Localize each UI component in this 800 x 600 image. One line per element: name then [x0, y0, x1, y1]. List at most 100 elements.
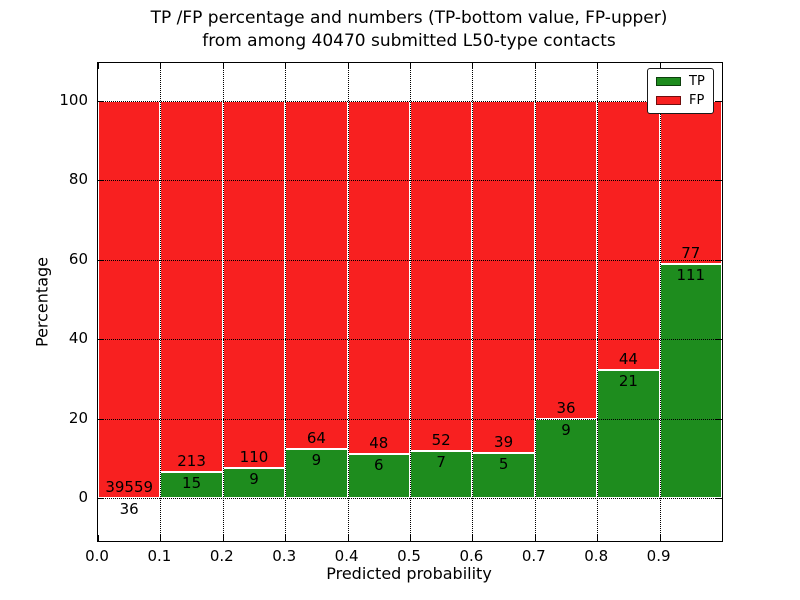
y-tick-label: 0	[78, 488, 88, 506]
y-gridline	[98, 418, 722, 420]
y-tick-label: 80	[68, 170, 88, 189]
tp-count-label: 9	[311, 451, 322, 470]
legend: TP FP	[647, 68, 714, 114]
y-tick	[98, 498, 104, 499]
bar-fp-segment	[347, 101, 410, 454]
bar-fp-segment	[597, 101, 660, 370]
x-tick-label: 0.3	[272, 547, 297, 565]
y-tick-right	[716, 418, 722, 420]
x-tick-top	[285, 63, 287, 69]
bar-fp-segment	[98, 101, 161, 498]
fp-count-label: 77	[681, 243, 701, 262]
fp-count-label: 52	[431, 430, 451, 449]
bar-fp-segment	[160, 101, 223, 472]
bar-fp-segment	[410, 101, 473, 451]
legend-item: TP	[656, 75, 705, 88]
tp-count-label: 111	[676, 265, 706, 284]
x-tick-top	[659, 63, 661, 69]
tp-count-label: 7	[436, 452, 446, 471]
y-tick	[98, 339, 104, 341]
x-gridline	[597, 63, 599, 541]
x-tick-top	[160, 63, 162, 69]
x-tick-label: 0.2	[209, 547, 234, 565]
bar-tp-segment	[472, 452, 535, 498]
tp-count-label: 9	[561, 420, 571, 439]
x-gridline	[347, 63, 349, 541]
y-tick-label: 100	[59, 91, 88, 109]
x-tick-label: 0.0	[85, 547, 109, 565]
bar-tp-segment	[659, 263, 722, 498]
x-tick-top	[98, 63, 99, 69]
x-tick-label: 0.8	[584, 547, 609, 565]
tp-count-label: 9	[249, 469, 259, 488]
bar-tp-segment	[597, 369, 660, 498]
y-tick	[98, 180, 104, 182]
chart-title-line2: from among 40470 submitted L50-type cont…	[202, 31, 616, 51]
x-tick	[285, 535, 287, 541]
x-tick	[472, 535, 474, 541]
x-gridline	[534, 63, 536, 541]
tp-count-label: 36	[119, 499, 139, 518]
x-tick-top	[410, 63, 411, 69]
legend-label: TP	[689, 74, 705, 89]
x-tick-label: 0.9	[646, 547, 671, 565]
x-gridline	[410, 63, 411, 541]
y-gridline	[98, 339, 722, 341]
y-gridline	[98, 498, 722, 499]
x-tick	[222, 535, 224, 541]
x-tick-top	[222, 63, 224, 69]
x-tick	[659, 535, 661, 541]
fp-count-label: 64	[306, 429, 326, 448]
legend-swatch-fp	[656, 96, 681, 105]
y-gridline	[98, 259, 722, 261]
bar-tp-segment	[347, 453, 410, 498]
bar-tp-segment	[534, 418, 598, 498]
x-tick	[410, 535, 411, 541]
x-tick	[597, 535, 599, 541]
y-tick-right	[716, 259, 722, 261]
x-tick	[347, 535, 349, 541]
tp-count-label: 15	[182, 473, 202, 492]
y-tick-right	[716, 498, 722, 499]
legend-item: FP	[656, 94, 705, 107]
bar-fp-segment	[285, 101, 348, 450]
x-tick	[534, 535, 536, 541]
x-gridline	[222, 63, 224, 541]
tp-count-label: 21	[618, 371, 638, 390]
x-tick-top	[534, 63, 536, 69]
x-tick-label: 0.5	[397, 547, 421, 565]
fp-count-label: 36	[556, 398, 576, 417]
y-tick	[98, 101, 104, 102]
y-tick	[98, 259, 104, 261]
y-tick	[98, 418, 104, 420]
chart-title-line1: TP /FP percentage and numbers (TP-bottom…	[150, 8, 668, 28]
fp-count-label: 213	[177, 451, 206, 470]
bar-fp-segment	[659, 101, 722, 264]
x-tick-label: 0.6	[459, 547, 484, 565]
x-gridline	[160, 63, 162, 541]
y-tick-right	[716, 339, 722, 341]
y-tick-right	[716, 101, 722, 102]
y-tick-label: 20	[68, 408, 88, 427]
x-tick-label: 0.1	[147, 547, 172, 565]
x-tick-top	[597, 63, 599, 69]
bar-fp-segment	[222, 101, 286, 468]
legend-swatch-tp	[656, 77, 681, 86]
fp-count-label: 44	[618, 349, 638, 368]
tp-count-label: 6	[374, 455, 384, 474]
legend-label: FP	[689, 93, 705, 108]
fp-count-label: 110	[239, 448, 269, 466]
x-tick	[98, 535, 99, 541]
y-gridline	[98, 101, 722, 102]
fp-count-label: 48	[369, 433, 389, 452]
plot-area: TP FP 39559 36 213 15 110 9 64 9 48 6 52 7 39 5 36 9 44 21…	[97, 62, 723, 542]
bar-tp-segment	[160, 471, 223, 498]
x-tick	[160, 535, 162, 541]
chart-title: TP /FP percentage and numbers (TP-bottom…	[60, 7, 758, 53]
bar-tp-segment	[285, 449, 348, 498]
x-tick-top	[472, 63, 474, 69]
fp-count-label: 39559	[105, 477, 154, 496]
x-tick-label: 0.7	[521, 547, 546, 565]
y-tick-label: 60	[68, 249, 88, 268]
